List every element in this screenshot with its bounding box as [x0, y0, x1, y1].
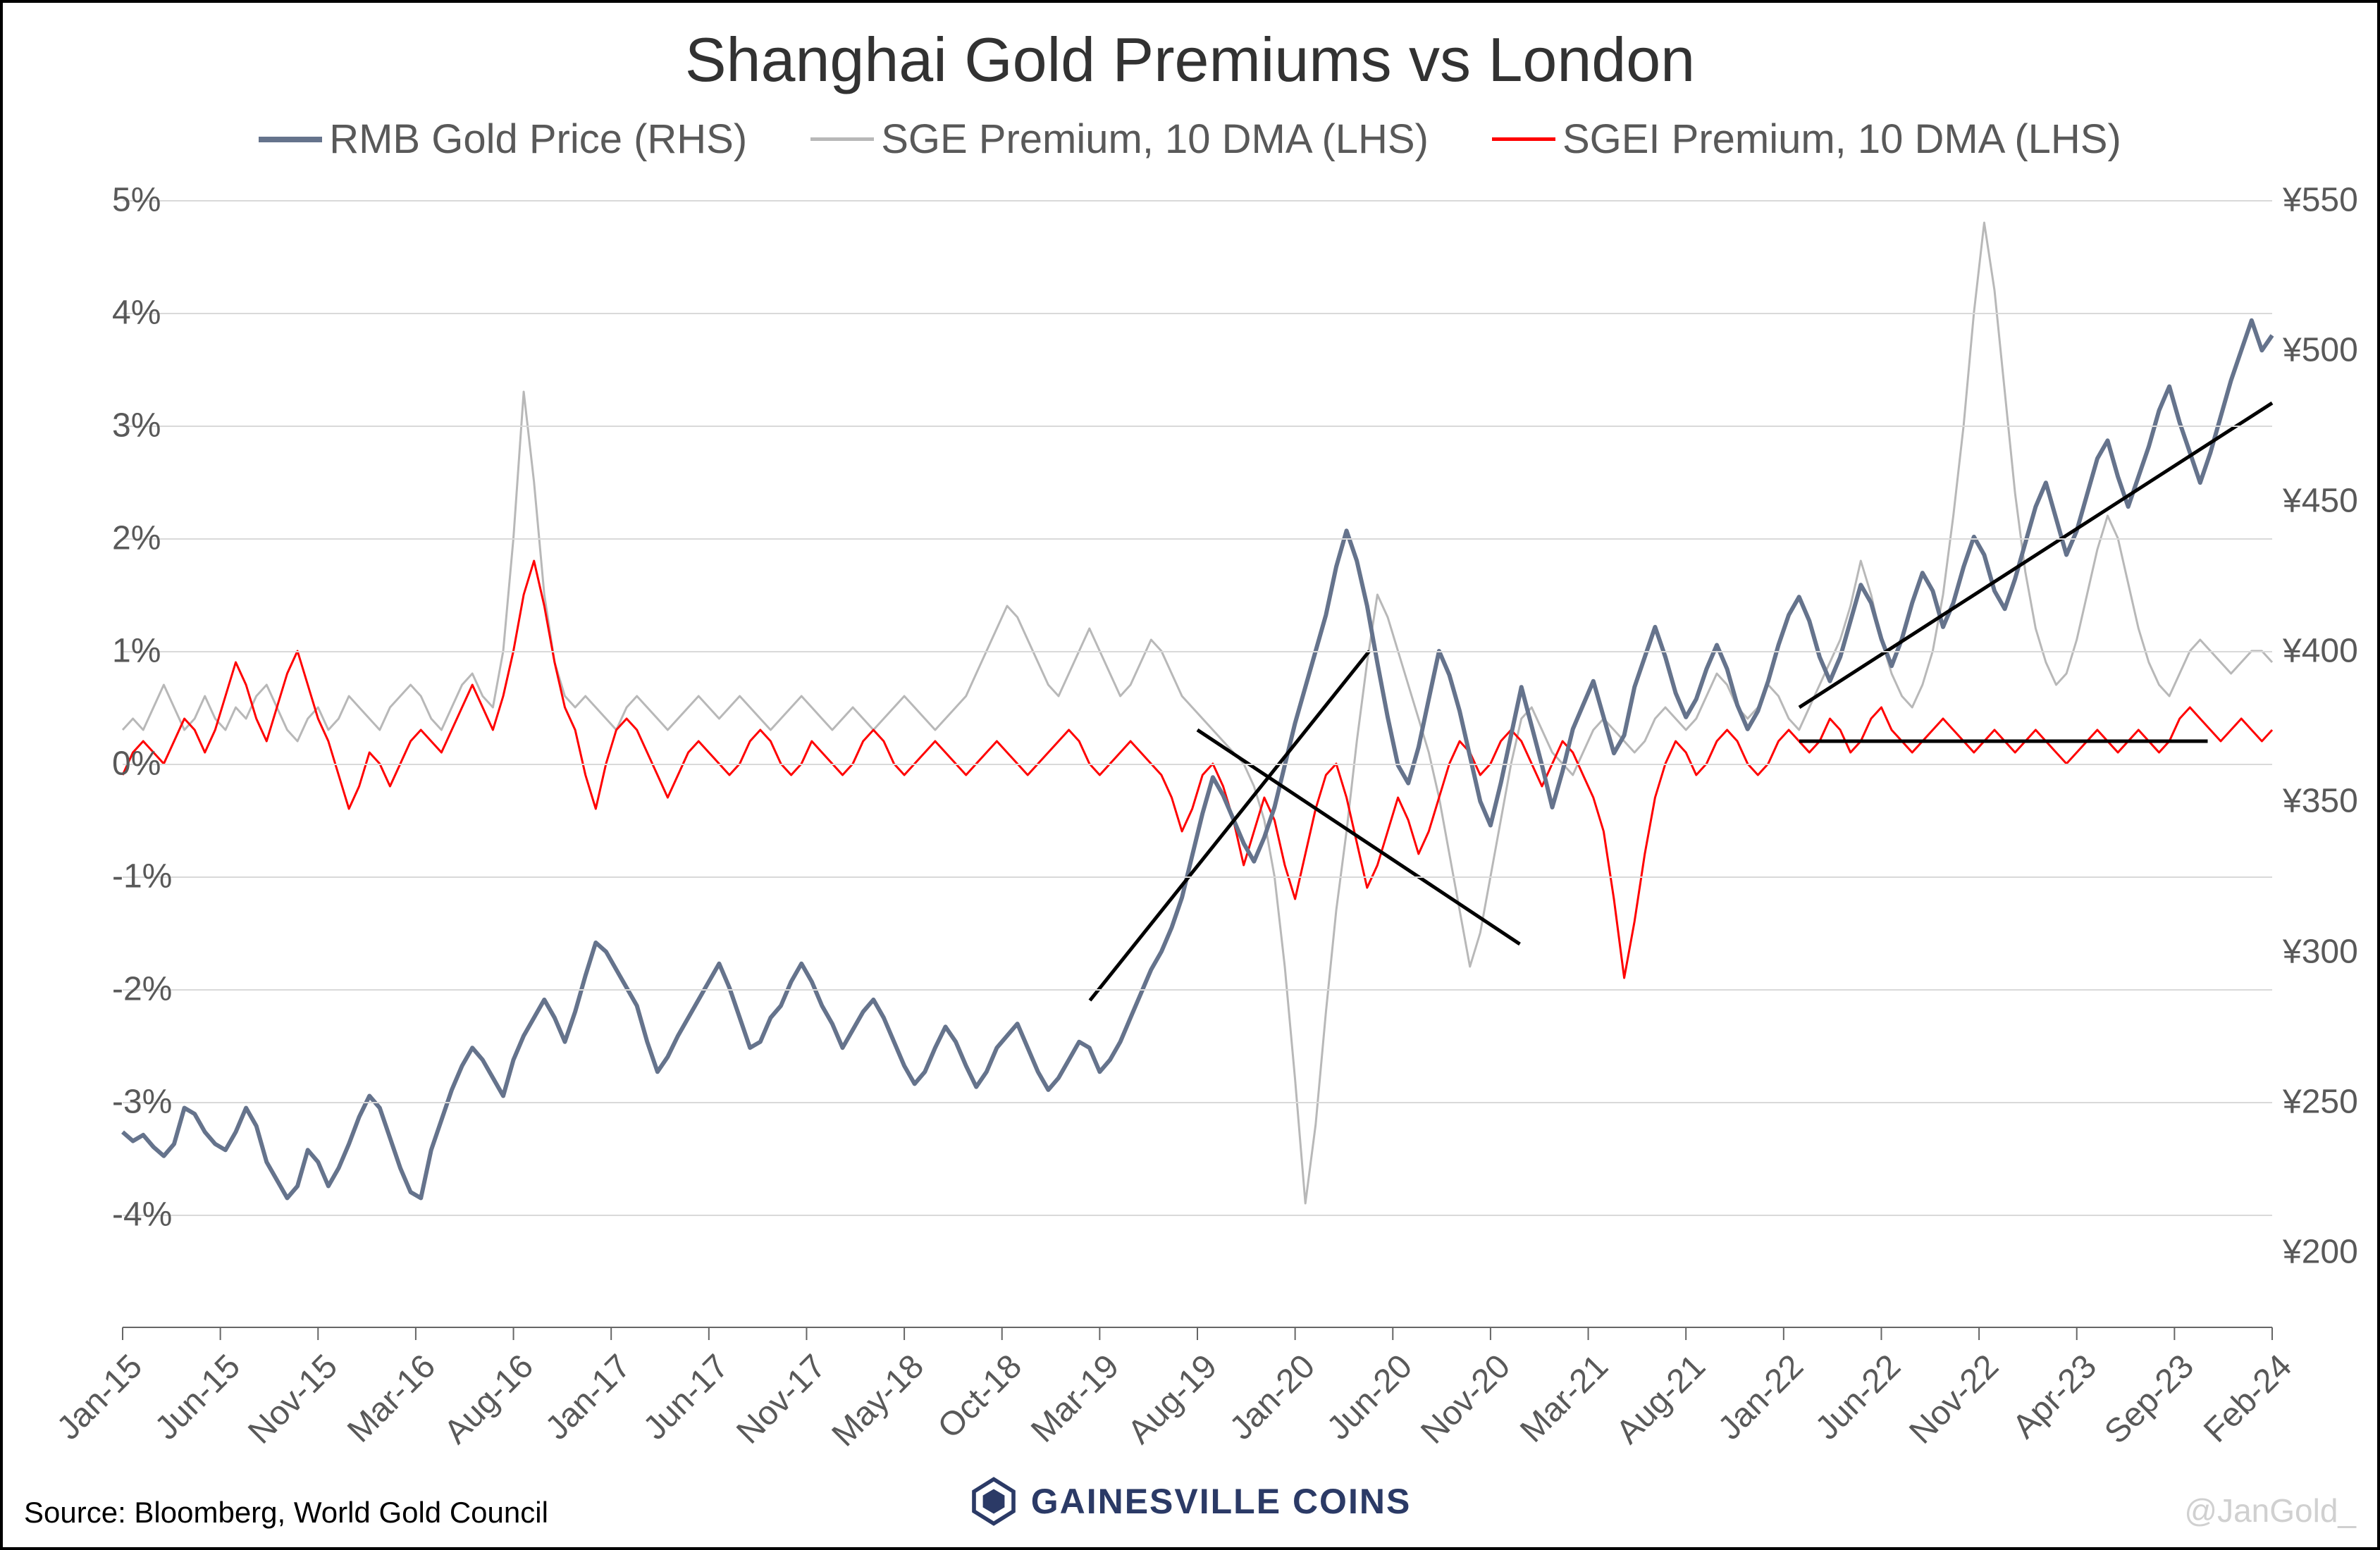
- x-label: Mar-16: [340, 1347, 443, 1450]
- legend-swatch: [810, 137, 874, 141]
- watermark: @JanGold_: [2184, 1492, 2356, 1530]
- x-label: Oct-18: [930, 1347, 1030, 1446]
- brand-logo-icon: [969, 1477, 1018, 1526]
- legend-label: SGEI Premium, 10 DMA (LHS): [1562, 116, 2121, 163]
- x-label: Jan-15: [49, 1347, 150, 1448]
- x-label: Jun-15: [147, 1347, 248, 1448]
- y-right-label: ¥500: [2283, 331, 2358, 370]
- y-right-label: ¥450: [2283, 481, 2358, 520]
- legend-label: SGE Premium, 10 DMA (LHS): [881, 116, 1429, 163]
- legend-item: SGE Premium, 10 DMA (LHS): [810, 116, 1429, 163]
- y-right-label: ¥550: [2283, 181, 2358, 220]
- trend-line: [1090, 651, 1370, 1000]
- gridline: [123, 1215, 2272, 1216]
- gridline: [123, 989, 2272, 991]
- x-label: Mar-19: [1024, 1347, 1127, 1450]
- x-label: Aug-19: [1121, 1347, 1225, 1451]
- x-label: Mar-21: [1512, 1347, 1615, 1450]
- legend-item: SGEI Premium, 10 DMA (LHS): [1492, 116, 2121, 163]
- y-right-label: ¥250: [2283, 1083, 2358, 1122]
- plot-area: 5%4%3%2%1%0%-1%-2%-3%-4%¥550¥500¥450¥400…: [123, 200, 2272, 1327]
- gridline: [123, 764, 2272, 765]
- gridline: [123, 651, 2272, 652]
- x-label: Apr-23: [2005, 1347, 2104, 1446]
- series-sge: [123, 223, 2272, 1203]
- x-label: May-18: [825, 1347, 932, 1454]
- series-sgei: [123, 561, 2272, 978]
- y-right-label: ¥400: [2283, 632, 2358, 671]
- x-label: Nov-15: [241, 1347, 345, 1451]
- legend-swatch: [1492, 137, 1555, 141]
- brand: GAINESVILLE COINS: [3, 1477, 2377, 1530]
- x-label: Nov-22: [1902, 1347, 2006, 1451]
- gridline: [123, 426, 2272, 427]
- x-label: Aug-21: [1609, 1347, 1713, 1451]
- trend-line: [1799, 403, 2272, 707]
- x-label: Jan-20: [1222, 1347, 1323, 1448]
- legend-label: RMB Gold Price (RHS): [329, 116, 747, 163]
- x-label: Nov-20: [1413, 1347, 1517, 1451]
- gridline: [123, 876, 2272, 878]
- x-label: Aug-16: [436, 1347, 541, 1451]
- gridline: [123, 538, 2272, 540]
- gridline: [123, 200, 2272, 202]
- series-rmb: [123, 321, 2272, 1198]
- x-label: Jun-22: [1808, 1347, 1909, 1448]
- x-label: Jun-17: [636, 1347, 736, 1448]
- y-right-label: ¥200: [2283, 1233, 2358, 1272]
- legend-item: RMB Gold Price (RHS): [259, 116, 747, 163]
- y-right-label: ¥350: [2283, 782, 2358, 821]
- x-label: Jun-20: [1319, 1347, 1420, 1448]
- x-label: Jan-22: [1710, 1347, 1811, 1448]
- chart-frame: Shanghai Gold Premiums vs London RMB Gol…: [0, 0, 2380, 1550]
- legend: RMB Gold Price (RHS) SGE Premium, 10 DMA …: [3, 116, 2377, 163]
- x-label: Nov-17: [729, 1347, 834, 1451]
- x-label: Feb-24: [2196, 1347, 2299, 1450]
- legend-swatch: [259, 137, 322, 142]
- x-label: Jan-17: [538, 1347, 639, 1448]
- chart-title: Shanghai Gold Premiums vs London: [3, 24, 2377, 96]
- gridline: [123, 313, 2272, 314]
- gridline: [123, 1102, 2272, 1103]
- y-right-label: ¥300: [2283, 932, 2358, 971]
- brand-text: GAINESVILLE COINS: [1031, 1481, 1412, 1522]
- x-label: Sep-23: [2097, 1347, 2202, 1451]
